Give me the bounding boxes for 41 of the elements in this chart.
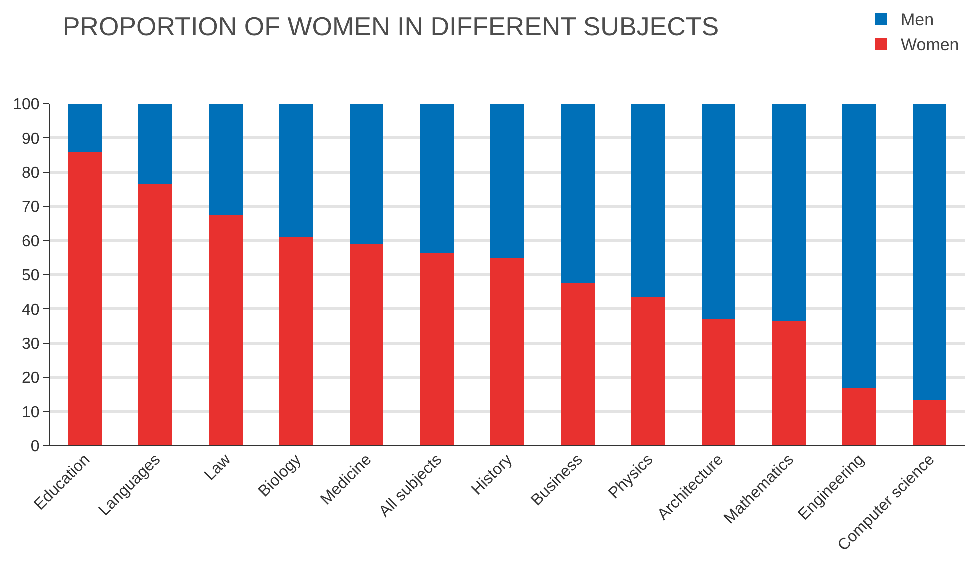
bar	[350, 244, 384, 446]
y-tick-label: 60	[22, 233, 40, 250]
y-tick-label: 20	[22, 370, 40, 388]
y-tick-label: 40	[22, 302, 40, 319]
bar	[560, 284, 595, 446]
y-tick-label: 90	[22, 130, 40, 148]
bar	[631, 104, 666, 298]
bar	[702, 104, 736, 320]
y-tick-label: 10	[22, 404, 40, 422]
bar	[420, 252, 454, 446]
bar	[560, 104, 595, 284]
bar	[490, 258, 524, 446]
bar	[772, 104, 806, 322]
legend-label: Men	[901, 10, 934, 30]
bar	[279, 237, 314, 446]
bar	[842, 388, 876, 446]
bar	[912, 400, 947, 446]
legend-label: Women	[901, 36, 960, 55]
chart-title: PROPORTION OF WOMEN IN DIFFERENT SUBJECTS	[62, 12, 720, 42]
bar	[912, 104, 947, 400]
bar	[631, 297, 666, 446]
bar	[209, 104, 243, 216]
x-tick-label: Law	[202, 451, 235, 484]
bar	[68, 152, 102, 446]
y-tick-label: 70	[22, 199, 40, 216]
bar	[420, 104, 454, 253]
y-tick-label: 100	[13, 96, 40, 114]
bar	[350, 104, 384, 244]
y-tick-label: 30	[22, 336, 40, 353]
bar	[279, 104, 314, 238]
y-tick-label: 50	[22, 268, 40, 285]
bar	[138, 104, 172, 184]
bar	[702, 319, 736, 446]
bar	[490, 104, 524, 258]
bar	[209, 215, 243, 446]
y-tick-label: 0	[30, 438, 40, 456]
bar	[842, 104, 876, 388]
bar	[772, 321, 806, 446]
bar	[138, 184, 172, 446]
y-tick-label: 80	[22, 165, 40, 182]
bar	[68, 104, 102, 152]
